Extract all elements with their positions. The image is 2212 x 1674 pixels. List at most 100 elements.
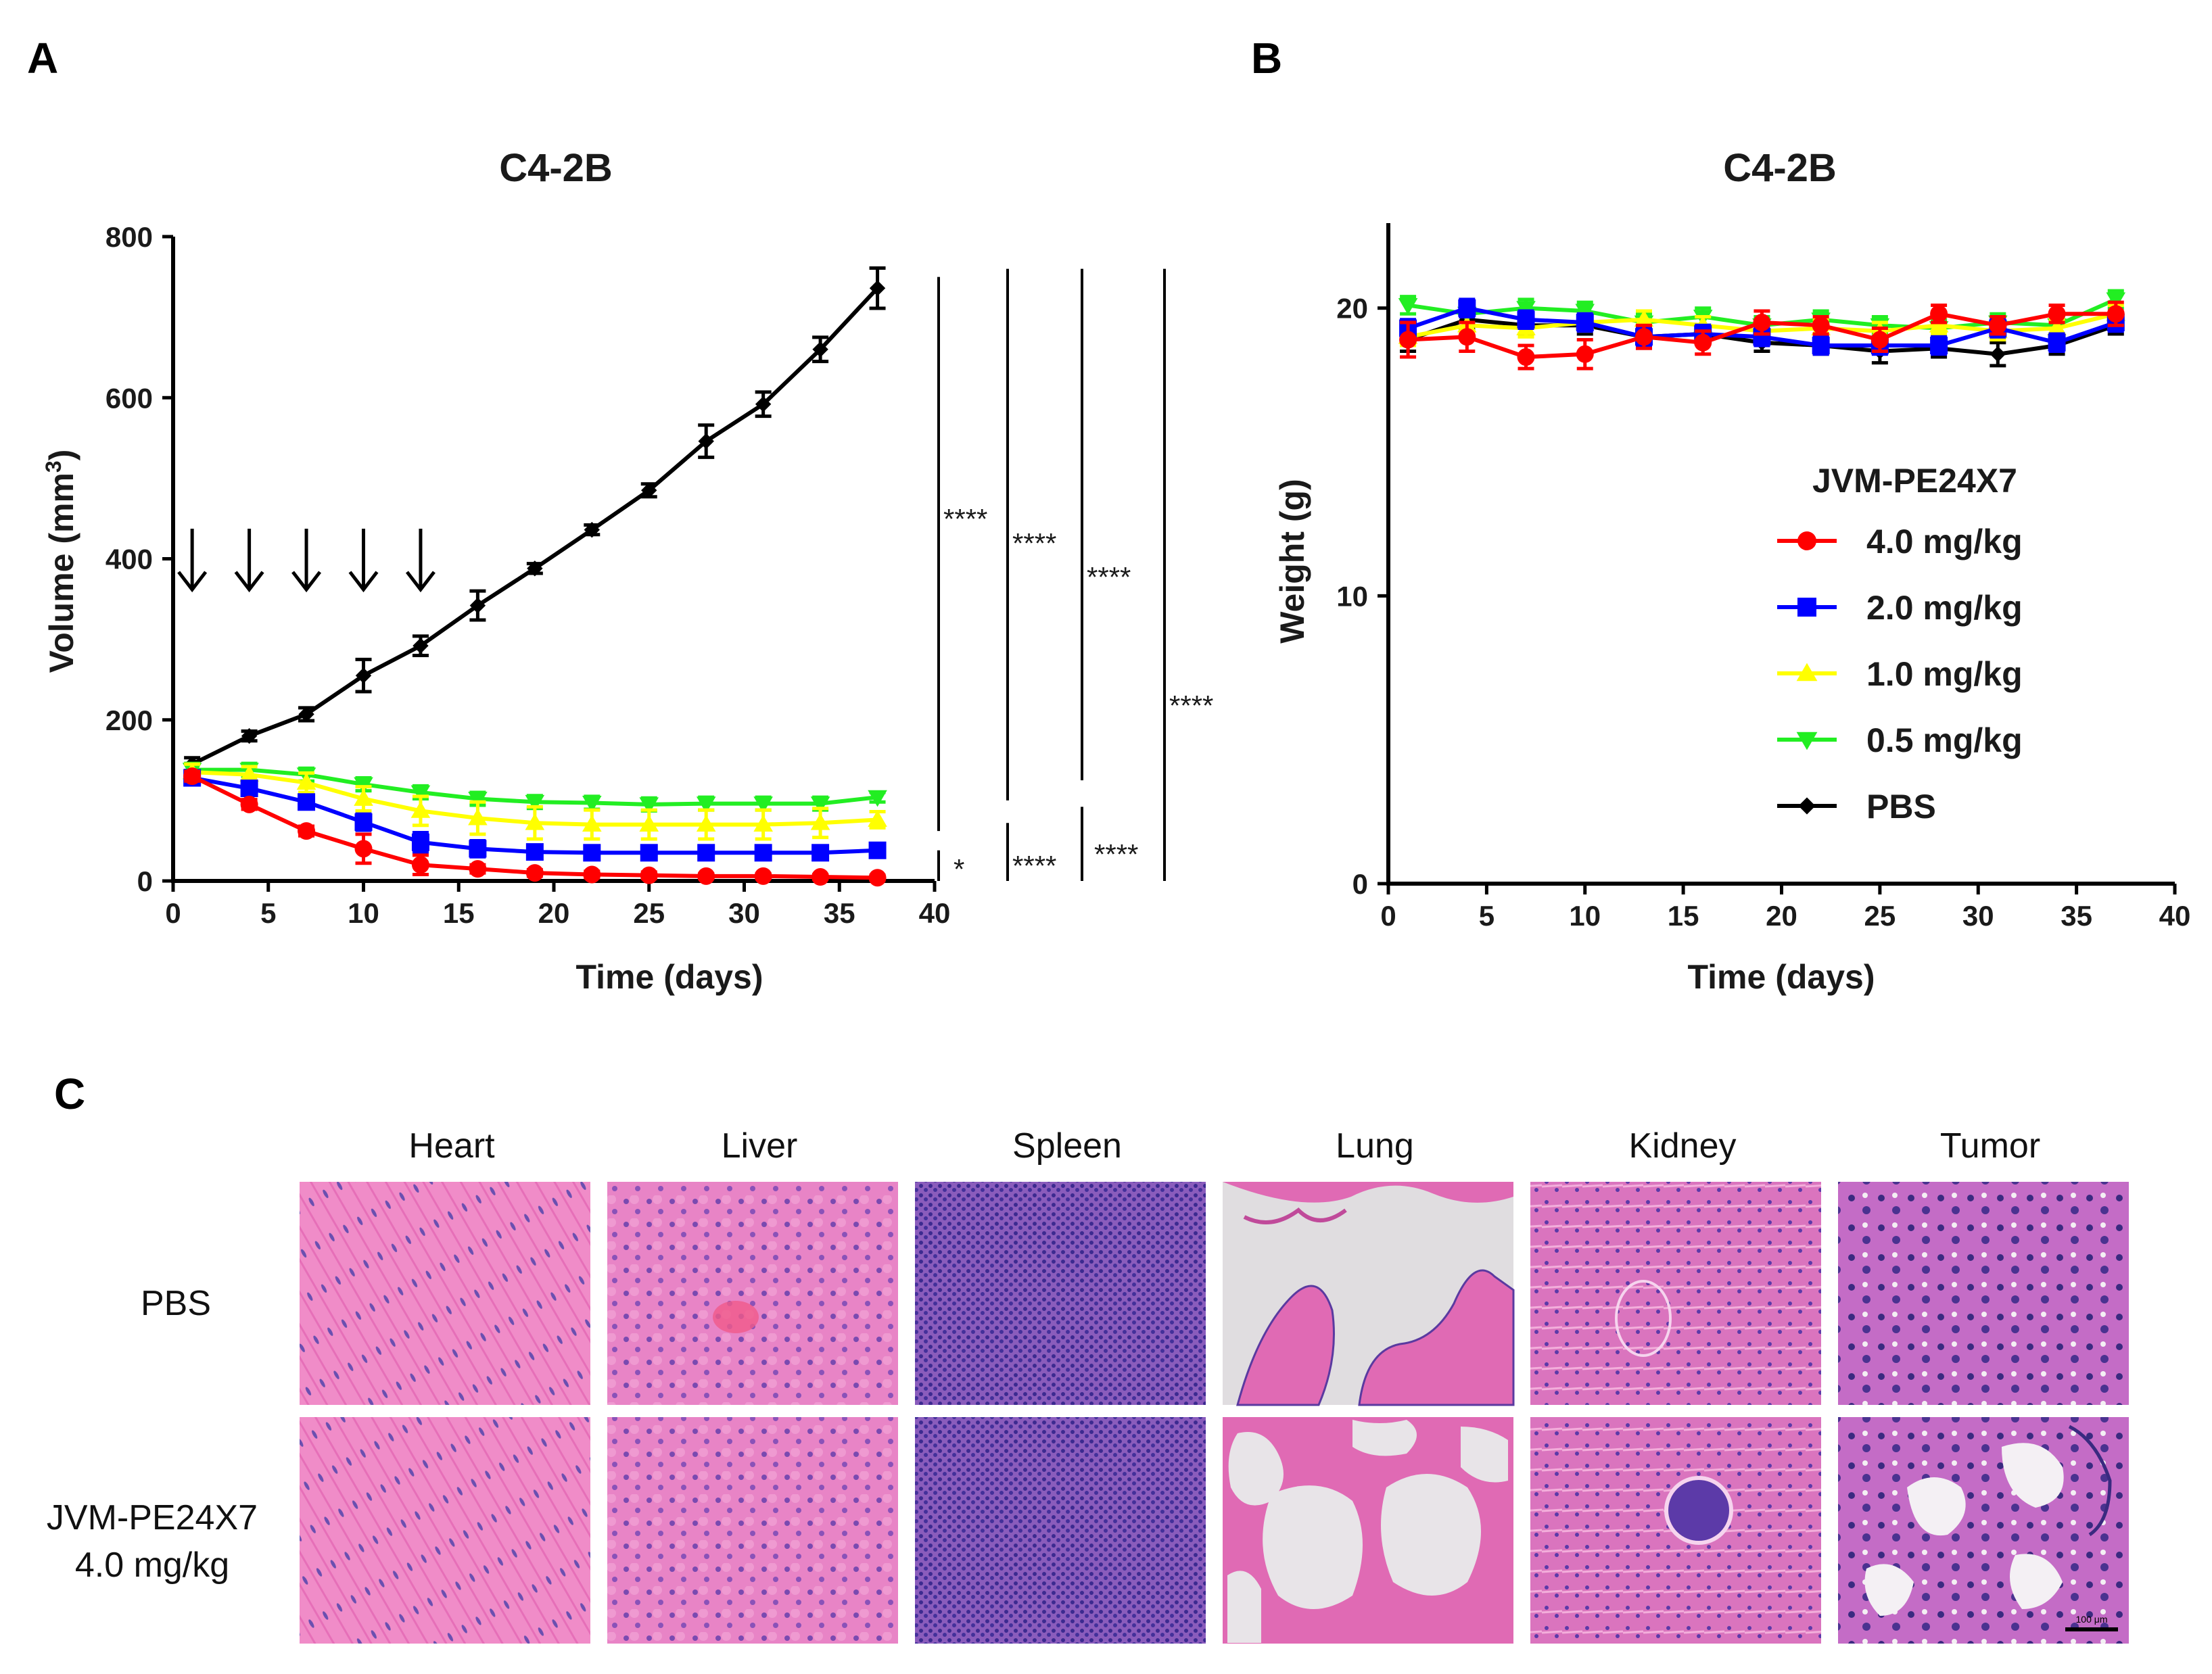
data-point (640, 866, 658, 884)
chart-b-title: C4-2B (1723, 146, 1837, 190)
significance-label: **** (1012, 527, 1056, 559)
data-point (583, 865, 601, 884)
data-point (1458, 299, 1476, 317)
legend-entry: 1.0 mg/kg (1777, 655, 2023, 693)
series-line (191, 287, 879, 766)
legend-label: 0.5 mg/kg (1866, 721, 2023, 759)
histology-kidney-pbs (1530, 1182, 1821, 1405)
data-point (1576, 345, 1594, 363)
data-point (525, 813, 545, 830)
x-tick-label: 5 (260, 897, 276, 929)
data-point (240, 795, 258, 813)
data-point (1458, 328, 1476, 346)
data-point (753, 796, 773, 813)
histology-heart-pbs (300, 1182, 590, 1405)
data-point (1399, 331, 1417, 349)
data-point (410, 801, 431, 818)
data-point (810, 813, 830, 830)
significance-label: **** (1169, 690, 1213, 721)
data-point (527, 560, 543, 577)
data-point (468, 792, 488, 809)
x-tick-label: 20 (538, 897, 570, 929)
x-tick-label: 10 (1569, 900, 1601, 932)
legend-swatch-marker (1798, 797, 1816, 815)
data-point (1930, 337, 1948, 355)
data-point (298, 822, 316, 840)
legend-entry: 4.0 mg/kg (1777, 523, 2023, 560)
data-point (584, 521, 600, 538)
histology-liver-treated (607, 1417, 898, 1644)
legend-swatch-marker (1797, 598, 1816, 617)
dosing-arrows (177, 529, 436, 593)
data-point (868, 841, 887, 859)
data-point (411, 833, 429, 851)
x-tick-label: 0 (1380, 900, 1396, 932)
data-point (1990, 346, 2006, 362)
legend-label: 1.0 mg/kg (1866, 655, 2023, 693)
data-point (298, 706, 314, 723)
legend-title: JVM-PE24X7 (1812, 462, 2017, 500)
data-point (753, 815, 773, 832)
series-4-0-mg-kg (183, 767, 887, 887)
data-point (755, 396, 772, 412)
data-point (469, 860, 487, 878)
col-label-liver: Liver (722, 1126, 798, 1166)
dosing-arrow (348, 529, 379, 593)
data-point (525, 864, 544, 882)
dosing-arrow-head (348, 571, 379, 593)
x-tick-label: 35 (824, 897, 855, 929)
x-tick-label: 10 (348, 897, 379, 929)
data-point (1517, 348, 1535, 366)
histology-heart-treated (300, 1417, 590, 1644)
data-point (1753, 313, 1771, 331)
data-point (525, 843, 544, 861)
data-point (298, 793, 316, 811)
data-point (355, 667, 372, 684)
data-point (754, 844, 772, 862)
row-label-pbs: PBS (141, 1284, 211, 1323)
scale-bar-label: 100 μm (2076, 1614, 2108, 1625)
histology-lung-pbs (1223, 1182, 1515, 1406)
data-point (641, 482, 657, 498)
dosing-arrow-head (405, 571, 436, 593)
data-point (1870, 331, 1889, 349)
liver-vessel (713, 1301, 759, 1333)
data-point (469, 840, 487, 858)
data-point (1634, 328, 1653, 346)
significance-label: **** (1094, 838, 1138, 870)
row-label-treated: JVM-PE24X7 (47, 1498, 258, 1537)
chart-b-ylabel: Weight (g) (1273, 479, 1311, 643)
col-label-kidney: Kidney (1629, 1126, 1737, 1166)
data-point (239, 765, 259, 782)
kidney-glomerulus-treated (1664, 1476, 1733, 1545)
chart-b-xlabel: Time (days) (1688, 958, 1875, 996)
x-tick-label: 15 (1668, 900, 1699, 932)
data-point (583, 844, 601, 862)
series-pbs (184, 266, 886, 773)
legend-entry: 2.0 mg/kg (1777, 589, 2023, 627)
significance-label: **** (1012, 850, 1056, 882)
panel-letter-b: B (1251, 34, 1282, 82)
col-label-spleen: Spleen (1012, 1126, 1122, 1166)
histology-liver-pbs (607, 1182, 898, 1405)
data-point (241, 727, 258, 744)
data-point (2048, 333, 2066, 352)
data-point (1398, 298, 1418, 315)
data-point (639, 797, 659, 815)
legend-swatch-marker (1797, 531, 1816, 550)
dosing-arrow-head (177, 571, 208, 593)
legend-swatch-marker (1796, 732, 1818, 750)
data-point (469, 597, 486, 614)
kidney-glomerulus (1615, 1280, 1672, 1357)
data-point (754, 867, 772, 885)
data-point (811, 844, 830, 862)
data-point (868, 790, 887, 807)
data-point (354, 813, 373, 832)
dosing-arrow-head (291, 571, 322, 593)
row-label-treated-dose: 4.0 mg/kg (75, 1546, 229, 1585)
data-point (354, 789, 373, 806)
legend-swatch-marker (1796, 663, 1818, 681)
data-point (1576, 313, 1594, 331)
chart-a-xlabel: Time (days) (576, 958, 763, 996)
